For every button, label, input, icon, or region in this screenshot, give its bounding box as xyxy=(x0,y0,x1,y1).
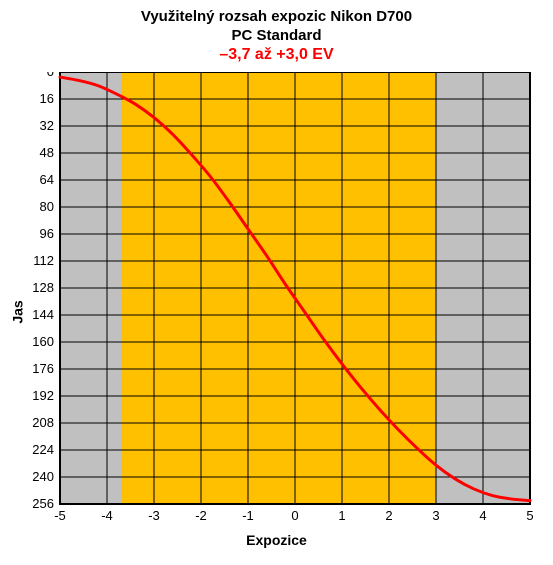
svg-text:96: 96 xyxy=(40,226,54,241)
svg-text:80: 80 xyxy=(40,199,54,214)
svg-text:-4: -4 xyxy=(101,508,113,523)
svg-text:32: 32 xyxy=(40,118,54,133)
svg-text:160: 160 xyxy=(32,334,54,349)
chart-title-sub: PC Standard xyxy=(0,27,553,44)
svg-text:-3: -3 xyxy=(148,508,160,523)
svg-text:0: 0 xyxy=(47,72,54,79)
svg-text:3: 3 xyxy=(432,508,439,523)
svg-text:16: 16 xyxy=(40,91,54,106)
svg-text:-5: -5 xyxy=(54,508,66,523)
svg-text:64: 64 xyxy=(40,172,54,187)
svg-text:256: 256 xyxy=(32,496,54,511)
svg-text:128: 128 xyxy=(32,280,54,295)
chart-title-range: –3,7 až +3,0 EV xyxy=(0,46,553,64)
svg-text:192: 192 xyxy=(32,388,54,403)
svg-text:-1: -1 xyxy=(242,508,254,523)
svg-text:224: 224 xyxy=(32,442,54,457)
y-axis-label: Jas xyxy=(10,300,26,323)
x-axis-label: Expozice xyxy=(0,532,553,548)
chart-svg: -5 -4 -3 -2 -1 0 1 2 3 4 5 0 16 32 48 64 80 96 112 128 144 16… xyxy=(0,72,553,532)
chart-title-main: Využitelný rozsah expozic Nikon D700 xyxy=(0,8,553,25)
svg-text:2: 2 xyxy=(385,508,392,523)
svg-text:0: 0 xyxy=(291,508,298,523)
svg-text:1: 1 xyxy=(338,508,345,523)
svg-text:240: 240 xyxy=(32,469,54,484)
svg-text:4: 4 xyxy=(479,508,486,523)
chart-container: Využitelný rozsah expozic Nikon D700 PC … xyxy=(0,0,553,565)
svg-text:5: 5 xyxy=(526,508,533,523)
svg-text:-2: -2 xyxy=(195,508,207,523)
svg-text:176: 176 xyxy=(32,361,54,376)
svg-text:112: 112 xyxy=(33,253,54,268)
svg-text:48: 48 xyxy=(40,145,54,160)
chart-area: Jas -5 -4 -3 -2 -1 0 1 2 3 4 5 0 16 32 48 64 80 96 112 128 1… xyxy=(0,72,553,552)
svg-text:208: 208 xyxy=(32,415,54,430)
svg-text:144: 144 xyxy=(32,307,54,322)
titles-block: Využitelný rozsah expozic Nikon D700 PC … xyxy=(0,0,553,64)
